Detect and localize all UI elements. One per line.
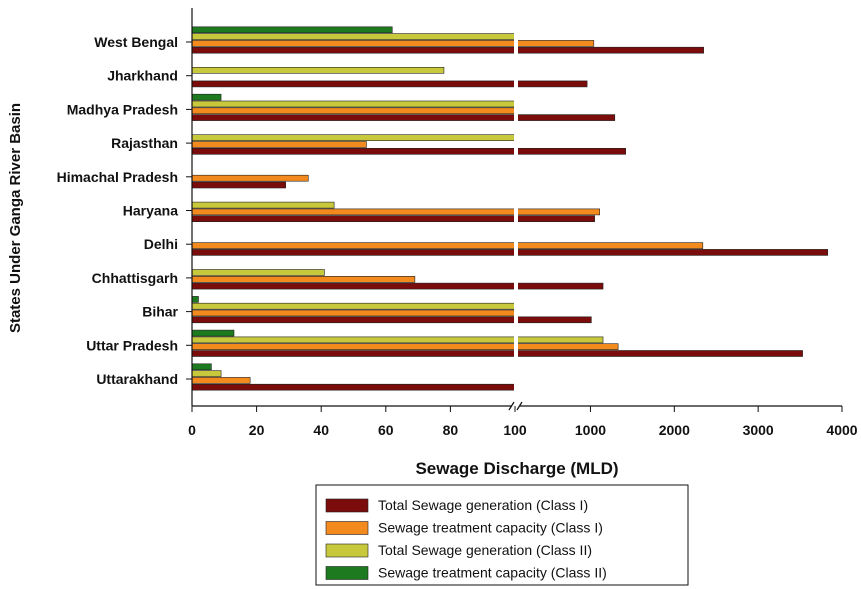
- bar: [191, 363, 212, 371]
- x-axis-title: Sewage Discharge (MLD): [415, 459, 618, 478]
- bar: [191, 208, 600, 216]
- x-tick-label: 20: [249, 422, 265, 438]
- bar: [191, 114, 616, 121]
- legend-swatch: [325, 521, 369, 535]
- bar: [191, 40, 595, 47]
- bar: [191, 275, 416, 283]
- category-label: Uttarakhand: [96, 371, 178, 387]
- category-label: Delhi: [144, 236, 178, 252]
- legend-label: Sewage treatment capacity (Class II): [378, 565, 607, 581]
- bar: [191, 370, 222, 377]
- bar: [191, 67, 445, 74]
- bar: [191, 309, 516, 317]
- x-tick-label: 0: [188, 422, 196, 438]
- bar: [191, 249, 829, 256]
- bar: [191, 141, 367, 148]
- bar: [191, 269, 325, 276]
- x-tick-label: 1000: [575, 422, 606, 438]
- category-label: Chhattisgarh: [92, 270, 178, 286]
- bar: [191, 46, 704, 54]
- bar: [191, 100, 516, 108]
- bar: [191, 296, 199, 303]
- y-axis-title: States Under Ganga River Basin: [7, 103, 24, 333]
- x-tick-label: 4000: [826, 422, 857, 438]
- axis-break-mark: [516, 401, 523, 411]
- bar: [191, 377, 251, 384]
- x-tick-label: 100: [503, 422, 527, 438]
- bar: [191, 174, 309, 182]
- bar: [191, 93, 222, 101]
- legend-label: Sewage treatment capacity (Class I): [378, 520, 603, 536]
- axis-break-gap: [514, 8, 518, 402]
- category-label: Himachal Pradesh: [57, 169, 178, 185]
- bar: [191, 201, 335, 209]
- bar: [191, 282, 604, 290]
- category-label: Rajasthan: [111, 135, 178, 151]
- bar: [191, 33, 518, 40]
- category-label: Haryana: [123, 203, 178, 219]
- bar: [191, 350, 803, 357]
- axes-group: West Bengal Jharkhand Madhya Pradesh Rajast…: [57, 8, 858, 438]
- bar: [191, 134, 516, 141]
- bars-group: [191, 8, 829, 402]
- x-tick-label: 80: [443, 422, 459, 438]
- category-label: Madhya Pradesh: [67, 101, 178, 117]
- legend-swatch: [325, 566, 369, 580]
- bar: [191, 383, 517, 391]
- bar: [191, 215, 595, 222]
- x-tick-label: 40: [313, 422, 329, 438]
- bar: [191, 316, 592, 324]
- category-label: West Bengal: [94, 34, 178, 50]
- bar: [191, 336, 604, 344]
- x-tick-label: 2000: [659, 422, 690, 438]
- bar: [191, 329, 235, 337]
- bar: [191, 242, 704, 249]
- bar: [191, 107, 517, 115]
- bar: [191, 26, 393, 34]
- legend-swatch: [325, 498, 369, 513]
- legend: Total Sewage generation (Class I) Sewage …: [315, 484, 689, 586]
- x-tick-label: 60: [378, 422, 394, 438]
- category-label: Uttar Pradesh: [86, 337, 178, 353]
- axis-break-mark: [508, 401, 515, 411]
- category-label: Bihar: [142, 304, 178, 320]
- bar: [191, 148, 626, 155]
- legend-box: [315, 484, 689, 586]
- legend-label: Total Sewage generation (Class I): [378, 497, 588, 513]
- x-tick-label: 3000: [743, 422, 774, 438]
- legend-swatch: [325, 543, 369, 558]
- bar: [191, 181, 286, 189]
- bar: [191, 343, 619, 351]
- bar: [191, 80, 588, 88]
- legend-label: Total Sewage generation (Class II): [378, 542, 592, 558]
- category-label: Jharkhand: [107, 68, 178, 84]
- bar: [191, 302, 516, 310]
